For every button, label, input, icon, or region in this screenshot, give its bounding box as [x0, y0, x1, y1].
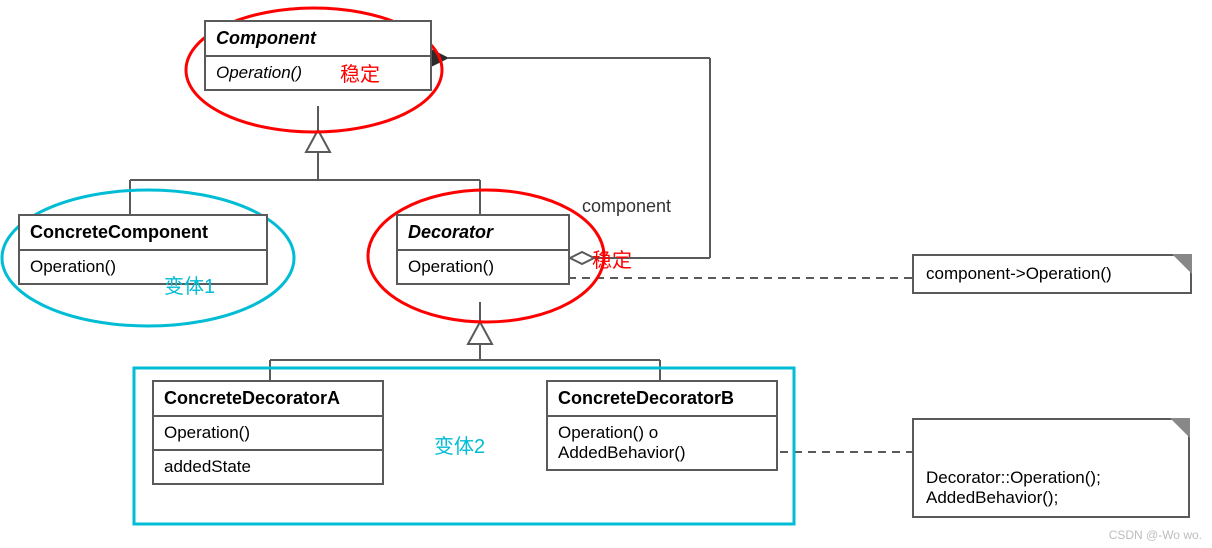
class-concrete-decorator-a: ConcreteDecoratorA Operation() addedStat…: [152, 380, 384, 485]
operation-label: Operation(): [216, 63, 302, 82]
operation-label: Operation(): [20, 251, 266, 283]
note-decorator-operation: Decorator::Operation(); AddedBehavior();: [912, 418, 1190, 518]
watermark: CSDN @-Wo wo.: [1109, 528, 1202, 542]
annotation-stable-2: 稳定: [592, 244, 632, 273]
class-title: ConcreteDecoratorA: [154, 382, 382, 417]
operation-label: Operation() o AddedBehavior(): [548, 417, 776, 469]
class-decorator: Decorator Operation(): [396, 214, 570, 285]
note-text: Decorator::Operation(); AddedBehavior();: [926, 468, 1101, 507]
note-text: component->Operation(): [926, 264, 1112, 283]
class-title: ConcreteComponent: [20, 216, 266, 251]
annotation-variant-2: 变体2: [434, 430, 485, 459]
edge-label-component: component: [582, 196, 671, 217]
class-title: ConcreteDecoratorB: [548, 382, 776, 417]
class-component: Component Operation(): [204, 20, 432, 91]
class-concrete-decorator-b: ConcreteDecoratorB Operation() o AddedBe…: [546, 380, 778, 471]
operation-label: Operation(): [154, 417, 382, 451]
annotation-stable-1: 稳定: [340, 58, 380, 87]
class-title: Component: [206, 22, 430, 57]
class-concrete-component: ConcreteComponent Operation(): [18, 214, 268, 285]
annotation-variant-1: 变体1: [164, 270, 215, 299]
note-component-operation: component->Operation(): [912, 254, 1192, 294]
state-label: addedState: [154, 451, 382, 483]
operation-label: Operation(): [398, 251, 568, 283]
class-title: Decorator: [398, 216, 568, 251]
